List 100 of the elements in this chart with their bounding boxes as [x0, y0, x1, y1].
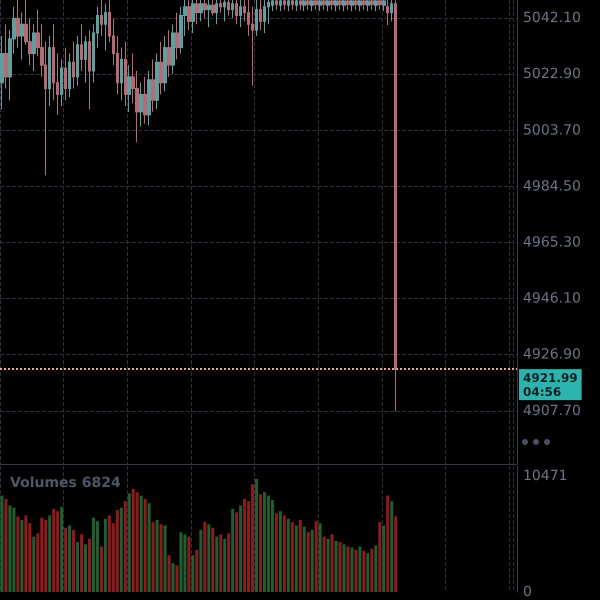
candlestick [175, 12, 179, 60]
candlestick [314, 0, 318, 10]
candlestick [283, 0, 286, 10]
candlestick [151, 58, 155, 112]
bar [278, 511, 282, 592]
bar [199, 530, 202, 592]
candlestick [139, 82, 143, 128]
bar [32, 536, 36, 592]
candlestick [302, 0, 306, 12]
bar [310, 530, 314, 592]
bar [60, 506, 64, 592]
candlestick [124, 41, 127, 107]
bar [255, 478, 258, 592]
candlestick [143, 76, 147, 124]
y-tick-label: 4965.30 [523, 234, 581, 251]
candlestick [199, 0, 203, 22]
bar [84, 544, 87, 592]
bar [290, 522, 294, 592]
bar [52, 508, 56, 592]
bar [191, 555, 194, 592]
bar [334, 541, 338, 592]
candlestick [84, 35, 87, 84]
candlestick [386, 0, 389, 26]
candlestick [215, 0, 218, 25]
candlestick [342, 0, 346, 12]
candlestick [350, 0, 354, 12]
candlestick [334, 0, 338, 12]
candlestick [60, 58, 63, 107]
candlestick [231, 0, 234, 19]
candlestick [310, 0, 314, 12]
bar [183, 534, 186, 592]
bar [144, 498, 147, 592]
bar [350, 548, 354, 592]
bar [223, 538, 226, 592]
candlestick [306, 0, 310, 10]
candlestick [354, 0, 358, 10]
candlestick [287, 0, 290, 12]
bar [231, 508, 234, 592]
y-tick-label: 5042.10 [523, 10, 581, 26]
candlestick [374, 0, 378, 12]
candlestick [299, 0, 302, 10]
bar [187, 536, 190, 592]
bar [4, 498, 8, 592]
y-tick-label: 10471 [523, 468, 568, 484]
bar [354, 550, 358, 592]
bar [96, 521, 99, 592]
ref-line-label: 4921.99 04:56 [523, 371, 578, 400]
candlestick [259, 0, 262, 31]
bar [374, 545, 378, 592]
bar [88, 538, 91, 592]
candlestick [48, 35, 51, 107]
y-tick-label: 5022.90 [523, 66, 581, 82]
bar [120, 508, 123, 592]
bar [258, 494, 262, 592]
bar [124, 501, 127, 592]
candlestick [255, 0, 258, 36]
candlestick [187, 0, 191, 31]
y-tick-label: 4984.50 [523, 178, 581, 194]
candlestick [322, 0, 326, 10]
bar [12, 508, 16, 592]
bar [20, 520, 24, 592]
bar [394, 516, 398, 592]
y-tick-label: 4926.90 [523, 346, 581, 363]
bar [211, 528, 214, 592]
candlestick [235, 0, 238, 25]
bar [100, 546, 103, 592]
candlestick [171, 24, 175, 74]
candlestick [80, 24, 83, 72]
bar [243, 498, 246, 592]
candlestick [211, 0, 215, 16]
candlestick [147, 70, 151, 126]
bar [358, 546, 362, 592]
candlestick [32, 24, 36, 72]
bar [306, 532, 310, 592]
candlestick [64, 47, 67, 101]
bar [116, 510, 119, 592]
candlestick [163, 35, 167, 92]
bar [168, 555, 171, 592]
bar [251, 484, 254, 592]
candlestick [279, 0, 282, 12]
candlestick [207, 0, 211, 28]
candlestick [120, 47, 123, 101]
bar [80, 534, 84, 592]
bar [235, 512, 238, 592]
bar [104, 518, 107, 592]
bar [274, 513, 278, 592]
bar [342, 544, 346, 592]
bar [326, 538, 330, 592]
bar [282, 516, 286, 592]
candlestick [291, 0, 294, 10]
candlestick [366, 0, 370, 12]
candlestick [68, 52, 71, 98]
candlestick [104, 3, 107, 52]
candlestick [167, 30, 171, 78]
candlestick [72, 41, 75, 90]
bar [302, 526, 306, 592]
bar [294, 526, 298, 592]
candlestick [0, 35, 4, 110]
candlestick [4, 24, 8, 90]
bar [179, 532, 182, 592]
